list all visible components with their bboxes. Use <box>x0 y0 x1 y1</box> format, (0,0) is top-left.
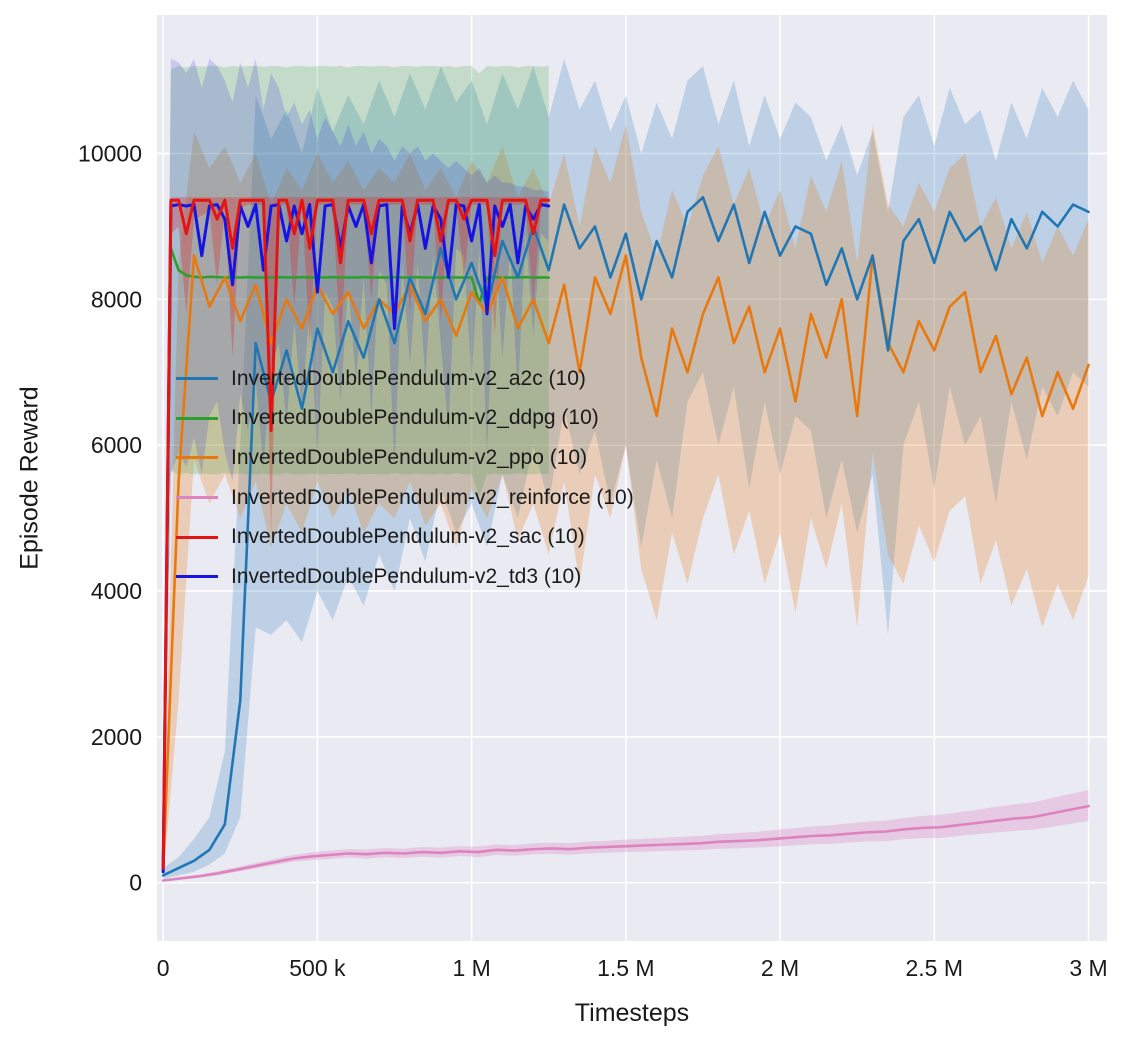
x-tick-label: 0 <box>157 955 170 981</box>
sac-legend-line-swatch <box>176 535 218 539</box>
y-tick-label: 0 <box>129 870 142 896</box>
legend-entry-sac: InvertedDoublePendulum-v2_sac (10) <box>176 517 634 557</box>
legend-label: InvertedDoublePendulum-v2_a2c (10) <box>231 366 586 390</box>
legend-label: InvertedDoublePendulum-v2_ppo (10) <box>231 445 588 469</box>
x-tick-label: 1 M <box>452 955 490 981</box>
x-axis-title: Timesteps <box>574 999 690 1027</box>
ppo-legend-line-swatch <box>176 456 218 460</box>
td3-curve <box>161 203 551 874</box>
legend-entry-reinforce: InvertedDoublePendulum-v2_reinforce (10) <box>176 478 634 518</box>
reinforce-confidence-band <box>163 790 1089 882</box>
legend-entry-a2c: InvertedDoublePendulum-v2_a2c (10) <box>176 359 634 399</box>
td3-confidence-band <box>163 58 549 880</box>
reinforce-legend-line-swatch <box>176 496 218 500</box>
legend-entry-ddpg: InvertedDoublePendulum-v2_ddpg (10) <box>176 399 634 439</box>
td3-legend-line-swatch <box>176 575 218 579</box>
x-tick-label: 500 k <box>289 955 346 981</box>
y-tick-label: 2000 <box>91 724 142 750</box>
ddpg-legend-line-swatch <box>176 416 218 420</box>
legend-label: InvertedDoublePendulum-v2_sac (10) <box>231 525 585 549</box>
legend-label: InvertedDoublePendulum-v2_ddpg (10) <box>231 406 599 430</box>
legend-entry-td3: InvertedDoublePendulum-v2_td3 (10) <box>176 557 634 597</box>
x-tick-label: 2 M <box>761 955 799 981</box>
a2c-curve <box>161 195 1090 877</box>
y-tick-label: 10000 <box>78 141 142 167</box>
x-tick-label: 3 M <box>1069 955 1107 981</box>
reinforce-curve <box>161 804 1090 882</box>
x-tick-label: 2.5 M <box>906 955 964 981</box>
a2c-legend-line-swatch <box>176 377 218 381</box>
x-tick-label: 1.5 M <box>597 955 655 981</box>
a2c-confidence-band <box>163 58 1089 880</box>
y-tick-label: 4000 <box>91 578 142 604</box>
y-tick-label: 8000 <box>91 286 142 312</box>
y-axis-title: Episode Reward <box>15 386 44 570</box>
legend: InvertedDoublePendulum-v2_a2c (10) Invert… <box>176 359 634 597</box>
plot-area <box>157 15 1107 941</box>
legend-entry-ppo: InvertedDoublePendulum-v2_ppo (10) <box>176 438 634 478</box>
sac-curve <box>161 198 551 870</box>
legend-label: InvertedDoublePendulum-v2_reinforce (10) <box>231 485 634 509</box>
y-tick-label: 6000 <box>91 432 142 458</box>
legend-label: InvertedDoublePendulum-v2_td3 (10) <box>231 564 582 588</box>
ddpg-confidence-band <box>163 66 549 872</box>
